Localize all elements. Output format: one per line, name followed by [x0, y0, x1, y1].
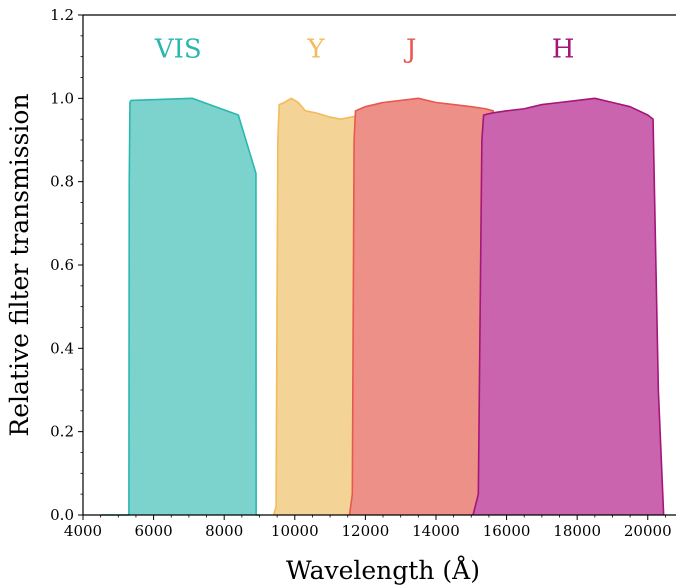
annotation-layer: VIS Y J H — [154, 34, 575, 64]
x-tick-label: 18000 — [553, 522, 601, 540]
band-label-y: Y — [306, 34, 325, 64]
x-tick-label: 20000 — [624, 522, 672, 540]
x-tick-label: 14000 — [412, 522, 460, 540]
tick-layer: 4000 6000 8000 10000 12000 14000 16000 18000 200… — [50, 6, 671, 540]
y-tick-label: 0.6 — [50, 256, 74, 274]
series-area-y — [273, 98, 375, 515]
x-axis-label: Wavelength (Å) — [286, 555, 480, 585]
series-line-h — [472, 97, 665, 516]
y-tick-label: 0.2 — [50, 423, 74, 441]
series-area-h — [473, 98, 664, 515]
series-area-j — [349, 98, 497, 515]
band-label-j: J — [403, 34, 416, 64]
x-tick-label: 16000 — [483, 522, 531, 540]
band-label-vis: VIS — [154, 34, 202, 64]
x-tick-label: 8000 — [205, 522, 243, 540]
y-tick-label: 0.4 — [50, 339, 74, 357]
series-area-vis — [100, 98, 260, 515]
series-layer — [100, 97, 665, 516]
y-tick-label: 0.0 — [50, 506, 74, 524]
x-tick-label: 6000 — [135, 522, 173, 540]
series-line-vis — [100, 97, 260, 516]
y-tick-label: 1.0 — [50, 89, 74, 107]
band-label-h: H — [552, 34, 575, 64]
x-tick-label: 10000 — [271, 522, 319, 540]
x-tick-label: 4000 — [64, 522, 102, 540]
y-tick-label: 0.8 — [50, 173, 74, 191]
series-line-j — [348, 97, 498, 516]
x-tick-label: 12000 — [342, 522, 390, 540]
y-tick-label: 1.2 — [50, 6, 74, 24]
y-axis-label: Relative filter transmission — [5, 93, 34, 436]
